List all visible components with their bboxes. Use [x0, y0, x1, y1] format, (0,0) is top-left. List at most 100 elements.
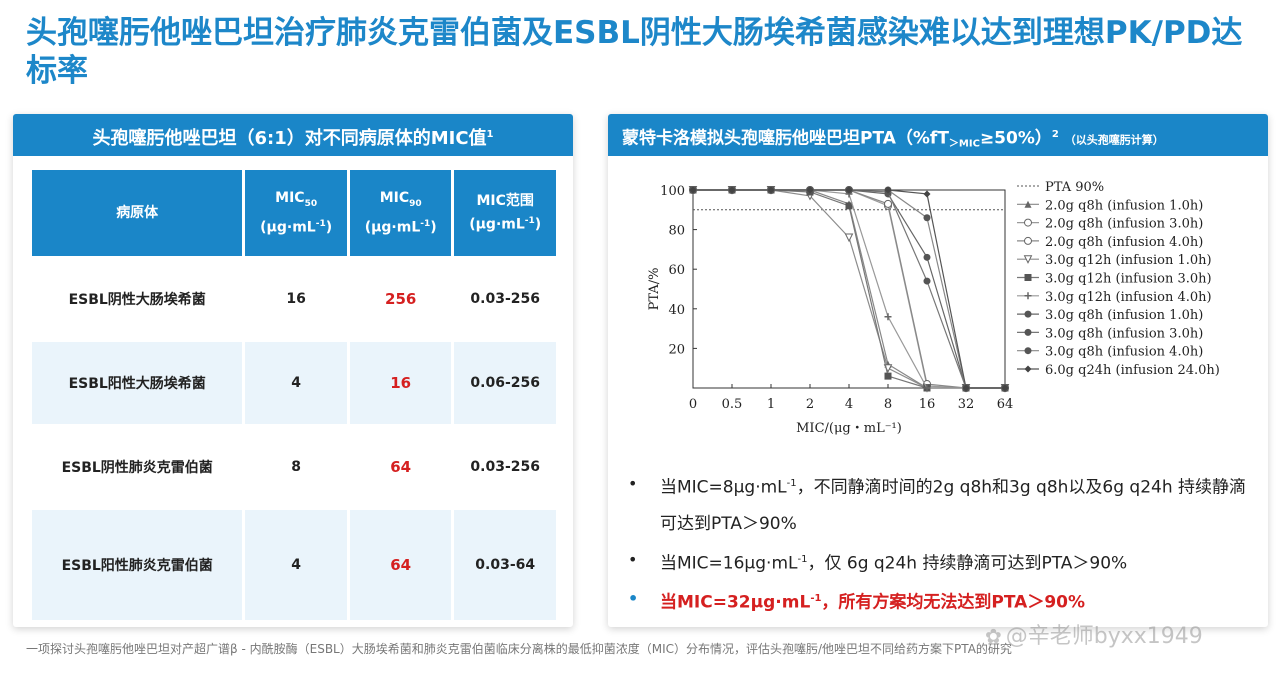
legend-label: PTA 90% — [1045, 180, 1104, 195]
y-tick-label: 40 — [668, 303, 685, 318]
cell-pathogen: ESBL阳性肺炎克雷伯菌 — [32, 510, 243, 620]
cell-range: 0.03-256 — [454, 256, 556, 342]
legend-marker — [1024, 236, 1032, 245]
footnote: 一项探讨头孢噻肟他唑巴坦对产超广谱β - 内酰胺酶（ESBL）大肠埃希菌和肺炎克… — [26, 642, 1012, 656]
data-point — [923, 214, 931, 222]
pta-chart: 0 0.5 1 2 4 8 16 32 64 20 40 60 80 100 PTA/% MIC/(μg・mL… — [640, 170, 1260, 460]
cell-range: 0.03-256 — [454, 424, 556, 510]
cell-pathogen: ESBL阴性大肠埃希菌 — [32, 256, 243, 342]
mic-table-header-row: 病原体 MIC50 (μg·mL-1) MIC90 (μg·mL-1) MIC范围(… — [32, 170, 556, 256]
mic-panel-title: 头孢噻肟他唑巴坦（6:1）对不同病原体的MIC值 — [92, 128, 487, 149]
pta-findings-list: • 当MIC=8μg·mL-1，不同静滴时间的2g q8h和3g q8h以及6g … — [626, 466, 1256, 621]
col-header-mic50: MIC50 (μg·mL-1) — [245, 170, 347, 256]
x-tick-label: 16 — [919, 397, 936, 412]
table-row: ESBL阳性肺炎克雷伯菌 4 64 0.03-64 — [32, 510, 556, 620]
bullet-dot-icon: • — [628, 549, 638, 569]
y-tick-label: 100 — [660, 184, 685, 199]
x-tick-label: 32 — [958, 397, 975, 412]
watermark: ✿ @辛老师byxx1949 — [985, 624, 1203, 649]
finding-item: • 当MIC=8μg·mL-1，不同静滴时间的2g q8h和3g q8h以及6g … — [626, 466, 1256, 542]
cell-mic90: 64 — [349, 424, 452, 510]
mic-panel-ref: 1 — [486, 129, 494, 140]
legend-marker — [1024, 347, 1032, 355]
bullet-dot-icon: • — [628, 474, 638, 493]
pta-panel-header: 蒙特卡洛模拟头孢噻肟他唑巴坦PTA（%fT＞MIC≥50%）2 （以头孢噻肟计算… — [608, 114, 1268, 156]
legend-label: 3.0g q8h (infusion 3.0h) — [1045, 326, 1203, 341]
data-point — [884, 186, 892, 194]
legend-label: 3.0g q12h (infusion 1.0h) — [1045, 253, 1212, 268]
series-line — [693, 189, 1005, 389]
cell-mic50: 4 — [245, 342, 347, 424]
y-axis-label: PTA/% — [647, 268, 662, 311]
legend-marker — [1024, 310, 1032, 318]
series-line — [693, 189, 1005, 389]
legend-marker — [1024, 274, 1032, 281]
data-point — [845, 186, 853, 194]
data-point — [884, 313, 892, 321]
cell-mic90: 64 — [349, 510, 452, 620]
series-line — [693, 189, 1005, 389]
table-row: ESBL阴性大肠埃希菌 16 256 0.03-256 — [32, 256, 556, 342]
legend-marker — [1024, 328, 1032, 336]
page-title: 头孢噻肟他唑巴坦治疗肺炎克雷伯菌及ESBL阴性大肠埃希菌感染难以达到理想PK/P… — [26, 15, 1243, 89]
table-row: ESBL阳性大肠埃希菌 4 16 0.06-256 — [32, 342, 556, 424]
series-line — [693, 189, 1005, 389]
cell-pathogen: ESBL阳性大肠埃希菌 — [32, 342, 243, 424]
series-line — [693, 189, 1005, 389]
legend-label: 3.0g q8h (infusion 4.0h) — [1045, 345, 1203, 360]
weibo-icon: ✿ — [985, 624, 1002, 648]
x-axis-label: MIC/(μg・mL⁻¹) — [796, 421, 902, 436]
cell-mic50: 4 — [245, 510, 347, 620]
finding-item: • 当MIC=16μg·mL-1，仅 6g q24h 持续静滴可达到PTA＞90% — [626, 542, 1256, 582]
series-line — [693, 189, 1005, 389]
col-header-mic-range: MIC范围 (μg·mL-1) — [454, 170, 556, 256]
x-tick-label: 8 — [884, 397, 892, 412]
data-point — [689, 186, 697, 194]
cell-mic90: 16 — [349, 342, 452, 424]
x-tick-label: 2 — [806, 397, 814, 412]
cell-mic50: 16 — [245, 256, 347, 342]
series-line — [693, 189, 1005, 389]
cell-range: 0.03-64 — [454, 510, 556, 620]
data-point — [845, 202, 853, 210]
col-header-mic90: MIC90 (μg·mL-1) — [349, 170, 452, 256]
series-line — [693, 189, 1005, 389]
mic-table: 病原体 MIC50 (μg·mL-1) MIC90 (μg·mL-1) MIC范围(… — [29, 170, 559, 620]
y-tick-label: 20 — [668, 342, 685, 357]
data-point — [923, 384, 931, 392]
cell-pathogen: ESBL阴性肺炎克雷伯菌 — [32, 424, 243, 510]
legend-marker — [1023, 255, 1033, 264]
cell-mic50: 8 — [245, 424, 347, 510]
data-point — [728, 186, 736, 194]
x-tick-label: 64 — [997, 397, 1014, 412]
data-point — [767, 186, 775, 194]
cell-range: 0.06-256 — [454, 342, 556, 424]
mic-panel-header: 头孢噻肟他唑巴坦（6:1）对不同病原体的MIC值1 — [13, 114, 573, 156]
pta-chart-svg: 0 0.5 1 2 4 8 16 32 64 20 40 60 80 100 PTA/% MIC/(μg・mL… — [647, 180, 1220, 436]
cell-mic90: 256 — [349, 256, 452, 342]
data-point — [923, 253, 931, 261]
legend-marker — [1024, 292, 1032, 300]
mic-table-panel: 头孢噻肟他唑巴坦（6:1）对不同病原体的MIC值1 病原体 MIC50 (μg·m… — [13, 114, 573, 627]
legend-label: 3.0g q12h (infusion 4.0h) — [1045, 290, 1212, 305]
col-header-pathogen: 病原体 — [32, 170, 243, 256]
series-line — [693, 189, 1005, 389]
y-tick-label: 60 — [668, 263, 685, 278]
legend-label: 2.0g q8h (infusion 4.0h) — [1045, 235, 1203, 250]
data-point — [962, 384, 970, 392]
data-point — [1001, 384, 1009, 392]
legend-label: 6.0g q24h (infusion 24.0h) — [1045, 363, 1220, 378]
legend-label: 2.0g q8h (infusion 1.0h) — [1045, 198, 1203, 213]
data-point — [923, 190, 931, 198]
legend-label: 3.0g q12h (infusion 3.0h) — [1045, 272, 1212, 287]
bullet-dot-icon: • — [628, 589, 639, 609]
series-line — [693, 189, 1005, 389]
legend-label: 3.0g q8h (infusion 1.0h) — [1045, 308, 1203, 323]
data-point — [884, 199, 892, 208]
data-point — [844, 233, 854, 243]
x-tick-label: 1 — [767, 397, 775, 412]
plot-frame — [692, 189, 1006, 389]
data-point — [923, 277, 931, 285]
table-row: ESBL阴性肺炎克雷伯菌 8 64 0.03-256 — [32, 424, 556, 510]
finding-item-highlight: • 当MIC=32μg·mL-1，所有方案均无法达到PTA＞90% — [626, 581, 1256, 621]
